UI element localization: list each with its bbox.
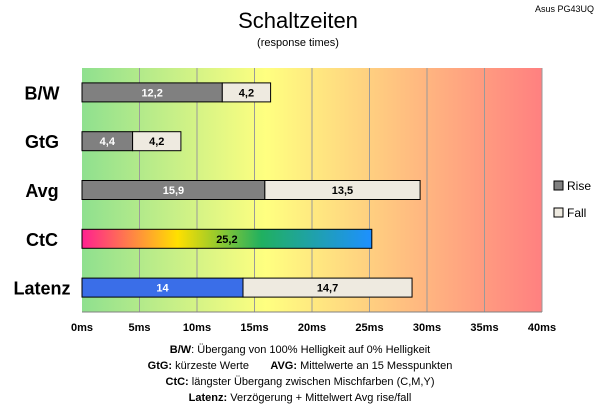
category-label: CtC	[26, 230, 58, 250]
footer-bw-key: B/W	[169, 344, 192, 356]
footer-latenz-text: Verzögerung + Mittelwert Avg rise/fall	[227, 392, 412, 404]
legend: Rise Fall	[553, 179, 591, 220]
footer-ctc-text: längster Übergang zwischen Mischfarben (…	[188, 376, 435, 388]
bar-fall	[132, 131, 182, 152]
bar-label-latenz: 14	[156, 283, 169, 295]
x-tick-label: 20ms	[298, 322, 326, 334]
bar-ctc	[81, 228, 373, 249]
footer-line-2: GtG: kürzeste Werte AVG: Mittelwerte an …	[0, 360, 600, 372]
category-labels: B/W GtG Avg CtC Latenz	[13, 83, 70, 298]
response-time-chart: Schaltzeiten (response times) Asus PG43U…	[13, 4, 594, 334]
legend-rise-label: Rise	[567, 179, 591, 193]
bar-latenz-avg	[242, 277, 413, 298]
legend-fall-swatch	[553, 207, 564, 218]
bar-label-ctc: 25,2	[216, 234, 237, 246]
bar-label-fall: 4,2	[149, 136, 164, 148]
category-label: Avg	[25, 181, 58, 201]
x-tick-label: 10ms	[183, 322, 211, 334]
footer-gtg-key: GtG:	[147, 360, 173, 372]
bars: 12,2 4,2 4,4 4,2 15,9 13,5 25,2 14 14,7	[81, 82, 421, 298]
category-label: Latenz	[13, 279, 70, 299]
chart-subtitle: (response times)	[257, 37, 339, 49]
x-tick-label: 35ms	[470, 322, 498, 334]
footer-avg-key: AVG:	[270, 360, 298, 372]
x-tick-label: 15ms	[240, 322, 268, 334]
category-label: GtG	[25, 132, 59, 152]
x-tick-label: 30ms	[413, 322, 441, 334]
x-tick-labels: 0ms 5ms 10ms 15ms 20ms 25ms 30ms 35ms 40ms	[71, 322, 556, 334]
legend-rise-swatch	[553, 180, 564, 191]
footer-gtg-text: kürzeste Werte	[172, 360, 249, 372]
footer-line-4: Latenz: Verzögerung + Mittelwert Avg ris…	[0, 392, 600, 404]
footer-line-3: CtC: längster Übergang zwischen Mischfar…	[0, 376, 600, 388]
bar-label-fall: 4,2	[239, 87, 254, 99]
footer-avg-text: Mittelwerte an 15 Messpunkten	[297, 360, 453, 372]
footer-latenz-key: Latenz:	[188, 392, 228, 404]
x-tick-label: 25ms	[355, 322, 383, 334]
x-tick-label: 40ms	[528, 322, 556, 334]
legend-fall-label: Fall	[567, 206, 586, 220]
bar-label-rise: 12,2	[141, 87, 162, 99]
bar-label-latenz-avg: 14,7	[317, 283, 338, 295]
bar-fall	[264, 180, 421, 200]
x-tick-label: 0ms	[71, 322, 93, 334]
chart-title: Schaltzeiten	[238, 8, 358, 33]
device-label: Asus PG43UQ	[535, 4, 594, 14]
category-label: B/W	[25, 83, 60, 103]
footer-bw-text: : Übergang von 100% Helligkeit auf 0% He…	[191, 344, 431, 356]
x-tick-label: 5ms	[128, 322, 150, 334]
bar-label-fall: 13,5	[332, 185, 353, 197]
bar-label-rise: 15,9	[163, 185, 184, 197]
bar-fall	[221, 82, 272, 103]
bar-label-rise: 4,4	[100, 136, 116, 148]
footer-ctc-key: CtC:	[165, 376, 189, 388]
footer-line-1: B/W: Übergang von 100% Helligkeit auf 0%…	[0, 344, 600, 356]
